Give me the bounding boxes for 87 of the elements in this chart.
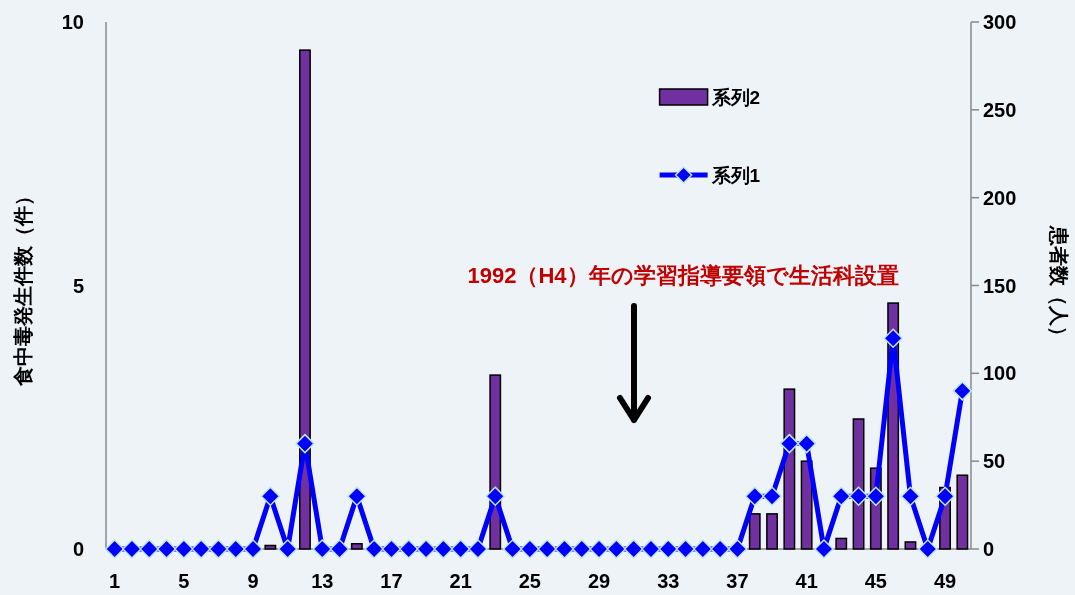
point [779, 433, 800, 454]
point [520, 539, 540, 559]
x-tick-label: 21 [449, 570, 472, 592]
legend-label: 系列2 [710, 87, 761, 108]
x-tick-label: 45 [864, 570, 887, 592]
x-tick-label: 49 [933, 570, 957, 592]
point [502, 539, 523, 559]
annotation: 1992（H4）年の学習指導要領で生活科設置 [467, 263, 899, 288]
point [312, 539, 332, 559]
point [226, 539, 246, 559]
point [675, 539, 696, 559]
point [139, 539, 159, 559]
y-tick-label: 0 [72, 538, 84, 560]
bar [748, 513, 761, 550]
x-tick-label: 1 [109, 570, 121, 592]
point [935, 486, 955, 507]
point [433, 539, 454, 559]
x-tick-label: 41 [795, 570, 818, 592]
y2-tick-label: 0 [983, 538, 995, 560]
point [485, 486, 505, 507]
bar [299, 49, 311, 550]
bar [956, 474, 969, 550]
x-tick-label: 9 [247, 570, 259, 592]
point [623, 539, 644, 559]
x-tick-label: 37 [726, 570, 749, 592]
point [347, 486, 367, 507]
point [727, 539, 748, 559]
point [174, 539, 194, 559]
bar [800, 460, 813, 550]
y-axis-title: 食中毒発生件数（件） [12, 185, 34, 387]
point [277, 539, 298, 559]
y2-tick-label: 200 [983, 186, 1017, 209]
point [693, 539, 713, 559]
point [243, 539, 263, 559]
point [208, 539, 229, 559]
point [762, 486, 782, 507]
bar [766, 513, 778, 550]
point [364, 539, 384, 559]
y2-tick-label: 250 [983, 98, 1017, 121]
point [641, 539, 661, 559]
point [606, 539, 627, 559]
point [381, 539, 402, 559]
point [572, 539, 592, 559]
point [796, 433, 817, 454]
y-tick-label: 5 [72, 274, 84, 297]
point [191, 539, 211, 559]
y2-tick-label: 300 [983, 11, 1017, 33]
point [554, 539, 575, 559]
point [104, 539, 125, 559]
point [848, 486, 869, 507]
bar [835, 537, 848, 550]
point [260, 486, 281, 507]
y-tick-label: 10 [61, 11, 84, 33]
point [745, 486, 765, 507]
point [814, 539, 834, 559]
point [295, 433, 315, 454]
point [329, 539, 350, 559]
point [866, 486, 886, 507]
y2-tick-label: 50 [983, 450, 1006, 473]
point [831, 486, 851, 507]
y2-tick-label: 150 [983, 274, 1017, 297]
x-tick-label: 17 [380, 570, 403, 592]
point [900, 486, 921, 507]
bar [264, 544, 277, 550]
bar [350, 542, 363, 550]
point [589, 539, 609, 559]
point [416, 539, 436, 559]
point [122, 539, 142, 559]
point [918, 539, 938, 559]
x-tick-label: 5 [178, 570, 190, 592]
y2-axis-title: 患者数（人） [1048, 224, 1070, 346]
point [537, 539, 557, 559]
x-tick-label: 13 [311, 570, 334, 592]
x-tick-label: 25 [518, 570, 541, 592]
point [468, 539, 488, 559]
y2-tick-label: 100 [983, 362, 1017, 385]
legend-label: 系列1 [710, 165, 761, 186]
point [658, 539, 678, 559]
point [710, 539, 730, 559]
x-tick-label: 33 [657, 570, 680, 592]
point [156, 539, 177, 559]
point [399, 539, 419, 559]
point [952, 381, 973, 401]
point [450, 539, 471, 559]
x-tick-label: 29 [587, 570, 611, 592]
bar [904, 541, 917, 550]
point [883, 328, 903, 348]
